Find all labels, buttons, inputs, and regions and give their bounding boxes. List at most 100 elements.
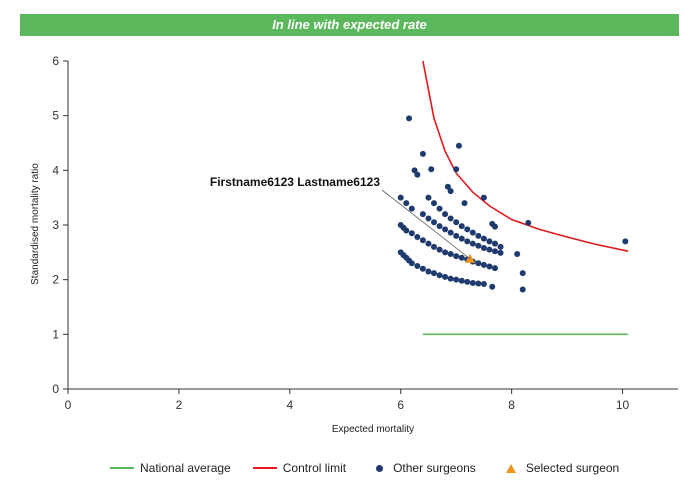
surgeon-point [447,215,454,222]
surgeon-point [453,232,460,239]
x-tick-label: 0 [65,398,72,412]
surgeon-point [425,194,432,201]
surgeon-point [408,205,415,212]
surgeon-point [431,219,437,226]
surgeon-point [475,280,482,287]
surgeon-point [442,273,449,280]
surgeon-point [431,243,437,250]
surgeon-point [519,286,526,293]
legend-label: Control limit [282,461,347,475]
x-tick-label: 10 [616,398,630,412]
surgeon-point [469,240,476,247]
surgeon-point [458,235,465,242]
surgeon-point [431,270,437,277]
surgeon-point [480,194,487,201]
surgeon-point [431,200,437,207]
surgeon-point [444,183,451,190]
x-tick-label: 4 [286,398,293,412]
x-tick-label: 2 [176,398,183,412]
legend-label: Selected surgeon [525,461,620,475]
surgeon-point [442,249,449,256]
legend-item-other-surgeons[interactable]: Other surgeons [368,461,476,475]
axes [67,61,678,390]
surgeon-point [475,260,482,267]
legend-item-control-limit[interactable]: Control limit [252,461,347,475]
y-tick-label: 6 [52,54,59,68]
surgeon-point [447,188,454,195]
y-tick-label: 0 [52,382,59,396]
y-tick-label: 2 [52,273,59,287]
annotation-layer: Firstname6123 Lastname6123 [210,175,471,260]
legend-item-selected-surgeon[interactable]: Selected surgeon [498,461,619,475]
surgeon-point [480,235,487,242]
surgeon-point [406,115,413,122]
surgeon-point [469,279,476,286]
surgeon-point [492,240,498,247]
y-tick-label: 1 [52,327,59,341]
annotation-leader-line [381,189,471,260]
surgeon-point [475,242,482,249]
surgeon-point [436,223,443,230]
surgeon-point [436,205,443,212]
surgeon-point [475,232,482,239]
surgeon-point [411,167,418,174]
surgeon-point [519,270,526,277]
annotation-label: Firstname6123 Lastname6123 [210,175,380,189]
surgeon-point [480,281,487,288]
surgeon-point [414,171,421,178]
surgeon-point [403,227,410,234]
surgeon-point [419,237,426,244]
surgeon-point [425,268,432,275]
surgeon-point [397,194,404,201]
surgeon-point [425,215,432,222]
surgeon-point [408,230,415,237]
surgeon-point [453,253,460,260]
y-tick-label: 4 [52,163,59,177]
surgeon-point [453,276,460,283]
surgeon-point [447,275,454,282]
surgeon-point [458,277,465,284]
surgeon-point [514,250,521,257]
surgeon-point [497,243,504,250]
control-limit-line [422,60,629,252]
x-tick-label: 8 [508,398,515,412]
surgeon-point [486,263,493,270]
line-swatch-icon [252,467,277,469]
surgeon-point [414,263,421,269]
legend-label: Other surgeons [393,461,476,475]
surgeon-point [419,211,426,218]
surgeon-point [447,250,454,257]
surgeon-point [464,238,471,245]
surgeon-point [419,150,426,157]
surgeon-point [464,226,471,233]
surgeon-point [425,240,432,247]
surgeon-point [525,219,532,226]
surgeon-point [455,142,462,149]
legend-label: National average [140,461,231,475]
legend: National average Control limit Other sur… [110,458,670,478]
x-tick-label: 6 [397,398,404,412]
surgeon-point [492,248,498,255]
status-banner: In line with expected rate [20,14,679,36]
surgeon-point [469,229,476,236]
surgeon-point [442,211,449,218]
legend-item-national-average[interactable]: National average [110,461,231,475]
axis-ticks: 0 1 2 3 4 5 6 0 2 4 6 8 10 [52,54,629,412]
surgeon-point [442,226,449,233]
surgeon-point [458,254,465,261]
surgeon-point [464,278,471,285]
y-axis-title: Standardised mortality ratio [30,163,41,285]
surgeon-point [458,223,465,230]
surgeon-point [461,200,468,207]
surgeon-point [419,265,426,272]
surgeon-point [447,229,454,236]
surgeon-point [403,200,410,207]
y-tick-label: 3 [52,218,59,232]
surgeon-point [436,272,443,279]
surgeon-point [428,166,435,173]
surgeon-point [436,246,443,253]
surgeon-point [453,166,460,173]
series-layer [397,60,629,336]
y-tick-label: 5 [52,109,59,123]
